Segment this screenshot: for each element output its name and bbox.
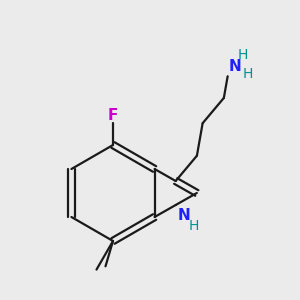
Text: H: H — [238, 48, 248, 62]
Text: N: N — [229, 59, 242, 74]
Text: H: H — [243, 67, 253, 81]
Text: H: H — [189, 219, 199, 233]
Text: N: N — [178, 208, 190, 223]
Text: F: F — [108, 107, 118, 122]
